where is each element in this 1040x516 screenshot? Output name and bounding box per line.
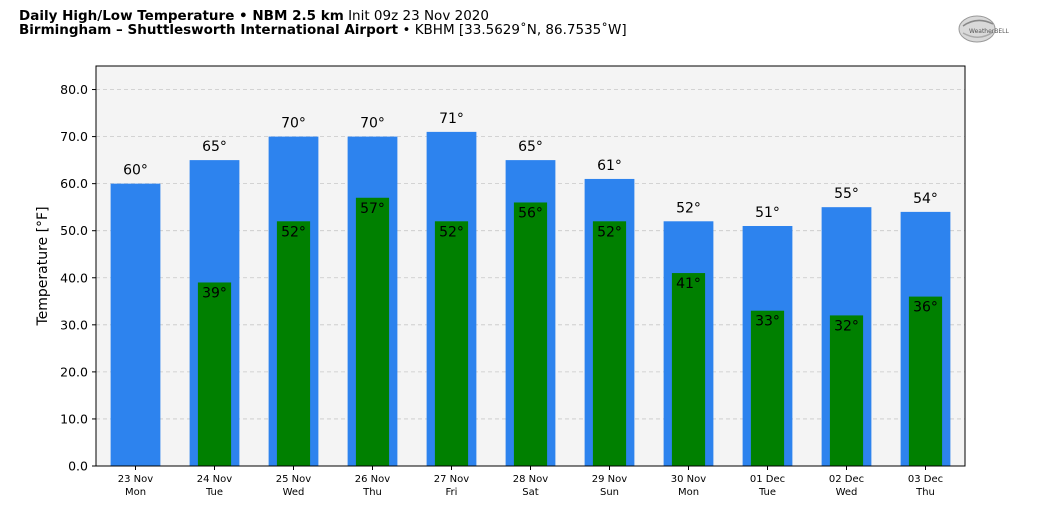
weatherbell-logo: WeatherBELL — [958, 15, 1010, 43]
high-bar — [110, 183, 161, 466]
x-tick-date: 03 Dec — [908, 474, 943, 485]
low-label: 33° — [755, 314, 780, 330]
x-tick-day: Mon — [125, 487, 146, 498]
high-label: 65° — [202, 139, 227, 155]
y-axis-label: Temperature [°F] — [35, 206, 51, 326]
x-tick-day: Wed — [836, 487, 858, 498]
low-label: 56° — [518, 205, 543, 221]
low-label: 32° — [834, 318, 859, 334]
x-tick-day: Thu — [915, 487, 935, 498]
y-tick-label: 0.0 — [68, 459, 88, 474]
x-tick-date: 01 Dec — [750, 474, 785, 485]
x-tick-day: Fri — [446, 487, 458, 498]
low-label: 52° — [439, 224, 464, 240]
high-label: 51° — [755, 205, 780, 221]
logo-text: WeatherBELL — [969, 28, 1010, 35]
high-label: 61° — [597, 158, 622, 174]
low-label: 52° — [281, 224, 306, 240]
y-tick-label: 20.0 — [60, 364, 88, 379]
x-tick-day: Thu — [362, 487, 382, 498]
low-bar — [829, 315, 864, 466]
low-bar — [197, 282, 232, 466]
high-label: 70° — [360, 116, 385, 132]
low-label: 39° — [202, 285, 227, 301]
x-tick-day: Wed — [283, 487, 305, 498]
low-bar — [276, 221, 311, 466]
x-tick-day: Sun — [600, 487, 619, 498]
x-tick-date: 30 Nov — [671, 474, 707, 485]
x-tick-day: Sat — [522, 487, 538, 498]
chart-subtitle: Birmingham – Shuttlesworth International… — [19, 23, 627, 38]
y-tick-label: 50.0 — [60, 223, 88, 238]
low-label: 36° — [913, 300, 938, 316]
y-tick-label: 10.0 — [60, 411, 88, 426]
low-label: 41° — [676, 276, 701, 292]
low-label: 57° — [360, 201, 385, 217]
y-tick-label: 30.0 — [60, 317, 88, 332]
x-tick-date: 23 Nov — [118, 474, 154, 485]
high-label: 70° — [281, 116, 306, 132]
high-label: 52° — [676, 200, 701, 216]
high-label: 71° — [439, 111, 464, 127]
x-tick-day: Mon — [678, 487, 699, 498]
low-bar — [671, 273, 706, 466]
high-label: 55° — [834, 186, 859, 202]
low-bar — [908, 296, 943, 466]
x-tick-date: 25 Nov — [276, 474, 312, 485]
data-labels: 60° 65° 70° 70° 71° 65° 61° 52° 51° 55° 54° 39° 52° 5… — [123, 111, 938, 335]
x-tick-date: 29 Nov — [592, 474, 628, 485]
chart-title: Daily High/Low Temperature • NBM 2.5 km … — [19, 9, 489, 24]
x-tick-date: 24 Nov — [197, 474, 233, 485]
x-tick-date: 02 Dec — [829, 474, 864, 485]
x-tick-date: 27 Nov — [434, 474, 470, 485]
init-time: Init 09z 23 Nov 2020 — [348, 8, 489, 24]
title-bold: Daily High/Low Temperature • NBM 2.5 km — [19, 8, 344, 24]
y-axis: 0.0 10.0 20.0 30.0 40.0 50.0 60.0 70.0 80.0 — [60, 82, 96, 474]
location-name: Birmingham – Shuttlesworth International… — [19, 22, 399, 38]
high-label: 65° — [518, 139, 543, 155]
y-tick-label: 80.0 — [60, 82, 88, 97]
high-label: 60° — [123, 163, 148, 179]
x-tick-date: 26 Nov — [355, 474, 391, 485]
low-label: 52° — [597, 224, 622, 240]
low-bar — [592, 221, 627, 466]
y-tick-label: 40.0 — [60, 270, 88, 285]
y-tick-label: 60.0 — [60, 176, 88, 191]
x-tick-date: 28 Nov — [513, 474, 549, 485]
x-tick-day: Tue — [205, 487, 223, 498]
low-bar — [750, 310, 785, 466]
high-label: 54° — [913, 191, 938, 207]
x-axis: 23 Nov Mon 24 Nov Tue 25 Nov Wed 26 Nov Thu 27 N… — [118, 466, 943, 498]
x-tick-day: Tue — [758, 487, 776, 498]
y-tick-label: 70.0 — [60, 129, 88, 144]
location-detail: • KBHM [33.5629˚N, 86.7535˚W] — [402, 22, 627, 38]
low-bar — [513, 202, 548, 466]
low-bar — [434, 221, 469, 466]
low-bar — [355, 197, 390, 466]
low-bars — [197, 197, 943, 466]
